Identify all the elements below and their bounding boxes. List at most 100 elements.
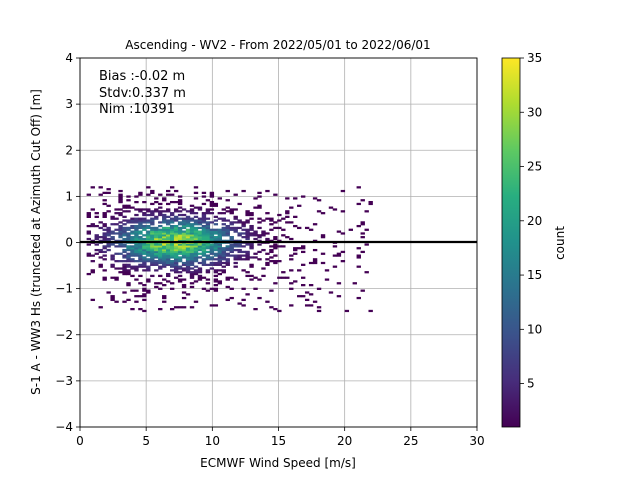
heatmap-cell: [269, 289, 274, 292]
heatmap-cell: [193, 258, 199, 261]
heatmap-cell: [162, 252, 167, 255]
heatmap-cell: [166, 208, 171, 211]
heatmap-cell: [197, 206, 203, 209]
heatmap-cell: [142, 263, 147, 266]
heatmap-cell: [320, 234, 326, 237]
heatmap-cell: [118, 208, 123, 211]
heatmap-cell: [205, 217, 211, 220]
heatmap-cell: [86, 272, 91, 276]
heatmap-cell: [181, 239, 187, 242]
heatmap-cell: [193, 250, 199, 254]
heatmap-cell: [193, 186, 199, 189]
heatmap-cell: [189, 250, 195, 254]
heatmap-cell: [130, 237, 135, 241]
heatmap-cell: [181, 213, 187, 217]
heatmap-cell: [189, 254, 195, 257]
heatmap-cell: [209, 261, 215, 265]
heatmap-cell: [273, 254, 278, 257]
heatmap-cell: [98, 265, 103, 268]
heatmap-cell: [162, 234, 167, 237]
heatmap-cell: [154, 243, 159, 246]
heatmap-cell: [356, 254, 361, 257]
heatmap-cell: [229, 212, 234, 215]
heatmap-cell: [130, 289, 135, 292]
heatmap-cell: [150, 221, 155, 224]
heatmap-cell: [162, 284, 167, 287]
heatmap-cell: [122, 300, 127, 303]
heatmap-cell: [126, 234, 131, 237]
heatmap-cell: [173, 234, 179, 237]
heatmap-cell: [265, 261, 270, 265]
heatmap-cell: [102, 276, 107, 279]
heatmap-cell: [166, 254, 171, 257]
y-tick-label: −3: [55, 374, 73, 388]
heatmap-cell: [205, 269, 211, 272]
heatmap-cell: [225, 285, 230, 289]
heatmap-cell: [273, 260, 278, 263]
heatmap-cell: [193, 271, 199, 274]
heatmap-cell: [142, 212, 147, 215]
heatmap-cell: [118, 234, 123, 237]
heatmap-cell: [98, 263, 103, 266]
heatmap-cell: [245, 274, 250, 278]
heatmap-cell: [134, 208, 139, 211]
heatmap-cell: [253, 256, 258, 259]
heatmap-cell: [185, 224, 191, 228]
heatmap-cell: [114, 278, 119, 281]
heatmap-cell: [142, 234, 147, 237]
heatmap-cell: [221, 212, 226, 215]
heatmap-cell: [177, 234, 183, 237]
heatmap-cell: [209, 228, 215, 231]
heatmap-cell: [122, 272, 127, 276]
heatmap-cell: [217, 230, 222, 233]
heatmap-cell: [150, 239, 155, 242]
heatmap-cell: [360, 289, 365, 292]
heatmap-cell: [126, 265, 131, 268]
heatmap-cell: [86, 232, 91, 235]
heatmap-cell: [142, 256, 147, 259]
heatmap-cell: [197, 219, 203, 222]
heatmap-cell: [162, 215, 167, 218]
heatmap-cell: [114, 208, 119, 211]
heatmap-cell: [138, 258, 143, 261]
heatmap-cell: [146, 237, 151, 241]
heatmap-cell: [368, 202, 373, 206]
heatmap-cell: [213, 280, 219, 283]
heatmap-cell: [86, 224, 91, 228]
heatmap-cell: [181, 306, 187, 309]
heatmap-cell: [277, 309, 282, 313]
heatmap-cell: [221, 232, 226, 235]
heatmap-cell: [150, 189, 155, 193]
heatmap-cell: [158, 243, 163, 246]
heatmap-cell: [181, 247, 187, 250]
heatmap-cell: [126, 269, 131, 272]
heatmap-cell: [138, 237, 143, 241]
heatmap-cell: [150, 237, 155, 241]
heatmap-cell: [126, 210, 131, 213]
heatmap-cell: [213, 230, 219, 233]
heatmap-cell: [118, 230, 123, 233]
heatmap-cell: [261, 232, 266, 235]
heatmap-cell: [134, 224, 139, 228]
heatmap-cell: [320, 236, 326, 239]
heatmap-cell: [166, 221, 171, 224]
heatmap-cell: [193, 280, 199, 283]
heatmap-cell: [201, 260, 207, 263]
heatmap-cell: [209, 193, 215, 196]
heatmap-cell: [166, 247, 171, 250]
heatmap-cell: [201, 219, 207, 222]
heatmap-cell: [193, 248, 199, 252]
heatmap-cell: [150, 217, 155, 220]
heatmap-cell: [158, 260, 163, 263]
heatmap-cell: [118, 224, 123, 228]
heatmap-cell: [197, 274, 203, 278]
heatmap-cell: [130, 230, 135, 233]
heatmap-cell: [257, 204, 262, 207]
heatmap-cell: [217, 280, 222, 283]
heatmap-cell: [154, 215, 159, 218]
heatmap-cell: [158, 237, 163, 241]
heatmap-cell: [221, 226, 226, 230]
heatmap-cell: [221, 234, 226, 237]
heatmap-cell: [233, 254, 238, 257]
